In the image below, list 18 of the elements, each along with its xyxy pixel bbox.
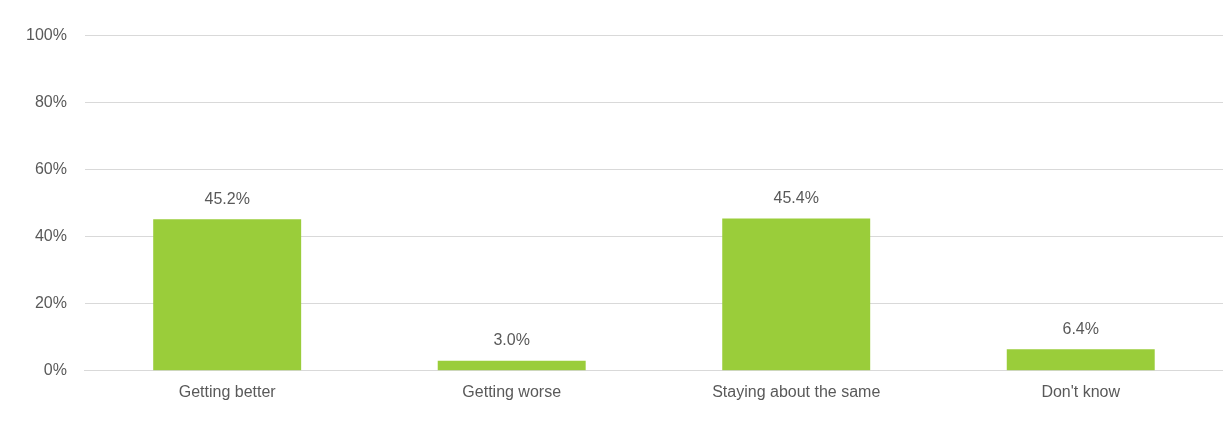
y-tick-label: 100% xyxy=(26,26,67,44)
bar xyxy=(722,218,871,371)
data-label: 6.4% xyxy=(1062,319,1099,337)
y-tick-label: 0% xyxy=(43,361,67,379)
y-tick-label: 40% xyxy=(34,227,67,245)
bar xyxy=(437,360,586,371)
data-label: 3.0% xyxy=(493,331,530,349)
x-tick-label: Don't know xyxy=(1041,382,1121,400)
x-tick-label: Getting better xyxy=(178,382,277,400)
data-label: 45.2% xyxy=(204,189,250,207)
y-tick-label: 60% xyxy=(34,160,67,178)
y-tick-label: 20% xyxy=(34,294,67,312)
x-tick-label: Getting worse xyxy=(462,382,562,400)
x-tick-label: Staying about the same xyxy=(712,382,881,400)
y-tick-label: 80% xyxy=(34,93,67,111)
bar xyxy=(153,219,302,371)
data-label: 45.4% xyxy=(773,189,819,207)
bar xyxy=(1006,349,1155,371)
